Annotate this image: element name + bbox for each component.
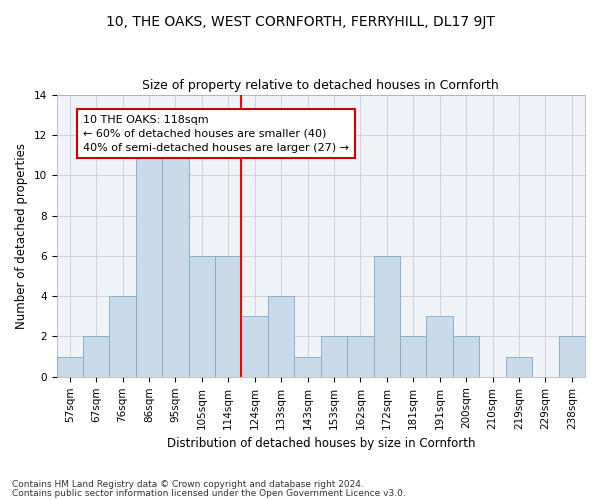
Bar xyxy=(56,356,83,377)
Bar xyxy=(321,336,347,377)
Text: 10 THE OAKS: 118sqm
← 60% of detached houses are smaller (40)
40% of semi-detach: 10 THE OAKS: 118sqm ← 60% of detached ho… xyxy=(83,114,349,152)
Bar xyxy=(427,316,453,377)
Y-axis label: Number of detached properties: Number of detached properties xyxy=(15,142,28,328)
Title: Size of property relative to detached houses in Cornforth: Size of property relative to detached ho… xyxy=(142,79,499,92)
Bar xyxy=(347,336,374,377)
X-axis label: Distribution of detached houses by size in Cornforth: Distribution of detached houses by size … xyxy=(167,437,475,450)
Bar xyxy=(374,256,400,377)
Bar xyxy=(241,316,268,377)
Bar xyxy=(295,356,321,377)
Bar xyxy=(215,256,241,377)
Bar xyxy=(83,336,109,377)
Text: Contains public sector information licensed under the Open Government Licence v3: Contains public sector information licen… xyxy=(12,488,406,498)
Bar xyxy=(506,356,532,377)
Bar xyxy=(136,135,162,377)
Bar xyxy=(162,155,188,377)
Bar xyxy=(109,296,136,377)
Text: Contains HM Land Registry data © Crown copyright and database right 2024.: Contains HM Land Registry data © Crown c… xyxy=(12,480,364,489)
Text: 10, THE OAKS, WEST CORNFORTH, FERRYHILL, DL17 9JT: 10, THE OAKS, WEST CORNFORTH, FERRYHILL,… xyxy=(106,15,494,29)
Bar xyxy=(453,336,479,377)
Bar xyxy=(188,256,215,377)
Bar xyxy=(559,336,585,377)
Bar xyxy=(268,296,295,377)
Bar xyxy=(400,336,427,377)
